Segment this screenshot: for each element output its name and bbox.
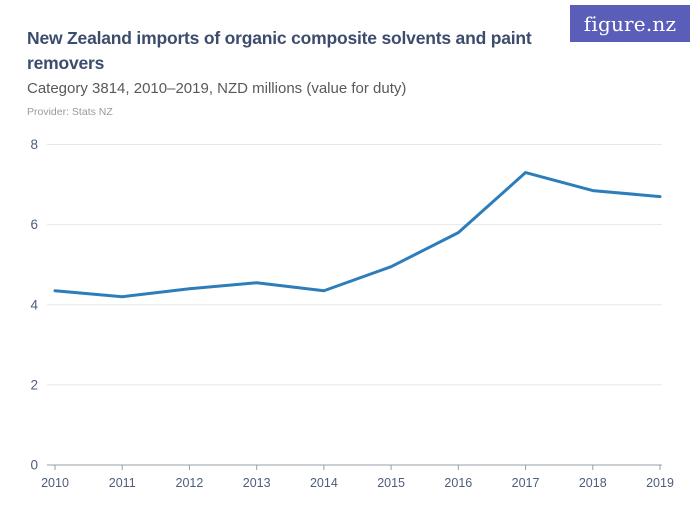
x-axis-label: 2017 — [512, 476, 540, 490]
x-axis-label: 2013 — [243, 476, 271, 490]
x-axis-label: 2014 — [310, 476, 338, 490]
x-axis-label: 2010 — [41, 476, 69, 490]
chart-subtitle: Category 3814, 2010–2019, NZD millions (… — [27, 80, 407, 97]
chart-area: 0 2 4 6 8 2010 2011 2012 2013 2014 2015 2016 2017 201… — [0, 130, 700, 525]
page-title: New Zealand imports of organic composite… — [27, 28, 532, 73]
figurenz-logo[interactable]: figure.nz — [570, 5, 690, 42]
line-chart: 0 2 4 6 8 2010 2011 2012 2013 2014 2015 2016 2017 201… — [30, 137, 674, 490]
data-line-series — [53, 171, 662, 299]
y-axis-label: 6 — [30, 217, 38, 232]
y-axis-label: 4 — [30, 297, 38, 312]
x-axis-label: 2016 — [444, 476, 472, 490]
y-axis-label: 8 — [30, 137, 38, 152]
x-axis-label: 2015 — [377, 476, 405, 490]
figurenz-logo-text: figure.nz — [583, 11, 677, 36]
x-axis-label: 2011 — [109, 476, 136, 490]
x-axis-label: 2019 — [646, 476, 674, 490]
y-axis-label: 2 — [30, 377, 38, 392]
x-axis-label: 2018 — [579, 476, 607, 490]
x-axis-label: 2012 — [176, 476, 204, 490]
provider-label: Provider: Stats NZ — [27, 106, 113, 118]
y-axis-label: 0 — [30, 458, 38, 473]
